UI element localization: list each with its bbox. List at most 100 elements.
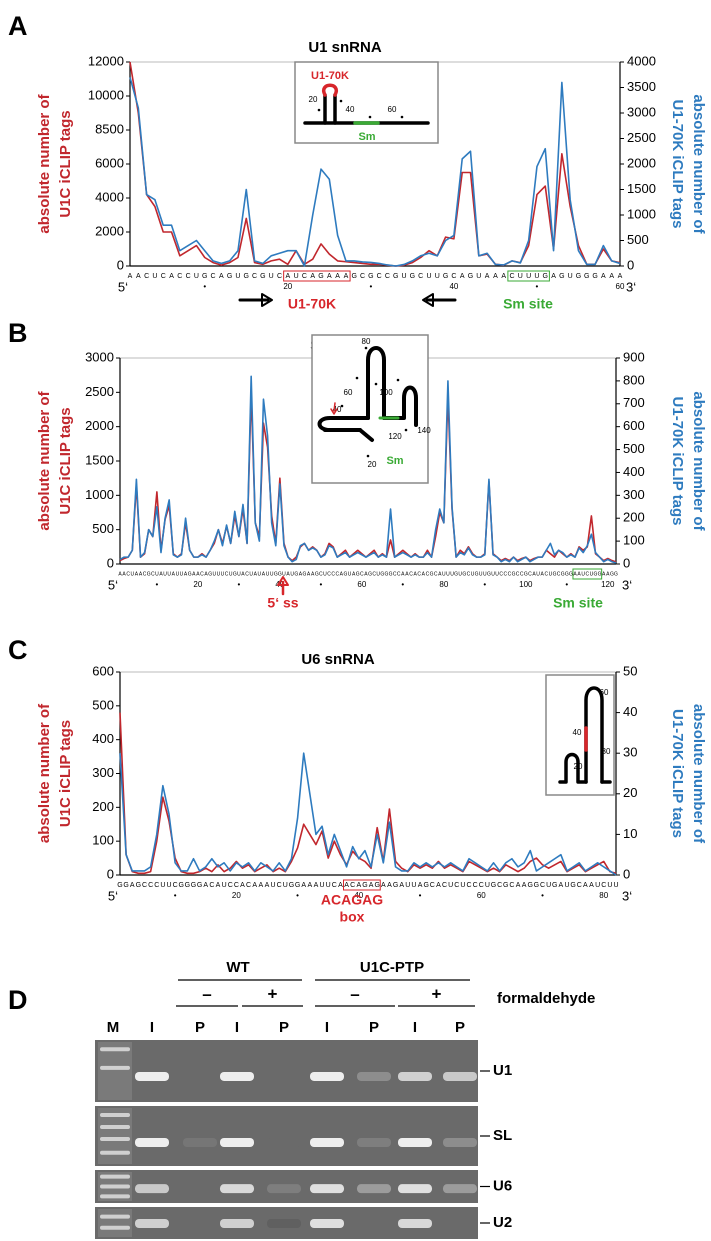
nucleotide: G	[475, 571, 479, 577]
y-tick-label: 500	[92, 521, 114, 536]
y-axis-title: absolute number of	[36, 93, 53, 233]
nucleotide: A	[311, 571, 315, 577]
lane-label: P	[369, 1019, 379, 1036]
nucleotide: A	[307, 571, 311, 577]
y2-tick-label: 2000	[627, 155, 656, 170]
arrow	[330, 408, 338, 415]
inset-label: 40	[346, 105, 355, 114]
chart-title: U1 snRNA	[308, 39, 382, 56]
nucleotide: A	[422, 571, 426, 577]
nucleotide: U	[590, 571, 594, 577]
dot	[339, 99, 343, 103]
x-tick-label: 80	[599, 891, 608, 900]
y2-axis-title: U1-70K iCLIP tags	[669, 100, 686, 229]
nucleotide: A	[589, 882, 594, 889]
y2-tick-label: 800	[623, 372, 645, 387]
x-tick-label: 40	[354, 891, 363, 900]
nucleotide: G	[136, 882, 141, 889]
nucleotide: G	[202, 273, 207, 280]
nucleotide: C	[332, 882, 337, 889]
arrow	[333, 402, 336, 412]
three-prime: 3‘	[622, 888, 632, 903]
y-tick-label: 6000	[95, 155, 124, 170]
band	[220, 1071, 254, 1081]
y-axis-title: U1C iCLIP tags	[57, 720, 74, 827]
nucleotide: C	[360, 571, 364, 577]
nucleotide: C	[585, 571, 589, 577]
x-tick-label: •	[237, 580, 240, 589]
nucleotide: C	[479, 882, 484, 889]
nucleotide: U	[549, 571, 553, 577]
structure	[322, 83, 338, 97]
inset-label: 60	[388, 105, 397, 114]
y-tick-label: 200	[92, 799, 114, 814]
band	[135, 1138, 169, 1147]
nucleotide: A	[139, 571, 143, 577]
y2-tick-label: 4000	[627, 53, 656, 68]
nucleotide: C	[467, 571, 471, 577]
nucleotide: C	[277, 273, 282, 280]
inset-label: 20	[368, 460, 377, 469]
nucleotide: C	[426, 571, 430, 577]
series-line	[129, 61, 621, 267]
nucleotide: A	[299, 571, 303, 577]
y2-tick-label: 3000	[627, 104, 656, 119]
chart-title: U6 snRNA	[301, 651, 375, 668]
nucleotide: G	[179, 882, 184, 889]
nucleotide: C	[302, 273, 307, 280]
nucleotide: G	[274, 571, 278, 577]
x-tick-label: •	[203, 282, 206, 291]
nucleotide: G	[454, 571, 458, 577]
nucleotide: G	[227, 273, 232, 280]
series-line	[119, 752, 617, 876]
nucleotide: G	[534, 882, 539, 889]
nucleotide: A	[327, 273, 332, 280]
nucleotide: U	[426, 273, 431, 280]
group-label: WT	[226, 959, 249, 976]
nucleotide: C	[409, 571, 413, 577]
nucleotide: G	[553, 571, 557, 577]
nucleotide: U	[479, 571, 483, 577]
nucleotide: C	[418, 273, 423, 280]
nucleotide: A	[340, 571, 344, 577]
nucleotide: G	[191, 882, 196, 889]
nucleotide: C	[335, 571, 339, 577]
y-tick-label: 2000	[85, 418, 114, 433]
y-tick-label: 0	[107, 866, 114, 881]
nucleotide: C	[360, 273, 365, 280]
inset-label: 60	[344, 388, 353, 397]
band	[443, 1071, 477, 1081]
nucleotide: A	[310, 273, 315, 280]
nucleotide: U	[283, 882, 288, 889]
nucleotide: G	[569, 571, 573, 577]
x-tick-label: 60	[616, 282, 625, 291]
nucleotide: U	[564, 882, 569, 889]
nucleotide: C	[225, 571, 229, 577]
group-label: U1C-PTP	[360, 959, 424, 976]
band	[310, 1071, 344, 1081]
nucleotide: C	[151, 571, 155, 577]
y-tick-label: 400	[92, 731, 114, 746]
nucleotide: C	[252, 273, 257, 280]
nucleotide: C	[142, 882, 147, 889]
structure	[382, 385, 418, 427]
dot	[355, 376, 359, 380]
nucleotide: A	[573, 571, 577, 577]
nucleotide: G	[430, 571, 434, 577]
band	[443, 1184, 477, 1194]
three-prime: 3‘	[626, 279, 636, 294]
nucleotide: A	[265, 882, 270, 889]
nucleotide: G	[188, 571, 192, 577]
nucleotide: C	[234, 882, 239, 889]
nucleotide: U	[485, 882, 490, 889]
nucleotide: U	[534, 273, 539, 280]
inset-label: 80	[362, 337, 371, 346]
band	[267, 1138, 301, 1147]
nucleotide: U	[271, 882, 276, 889]
y2-axis-title: absolute number of	[690, 704, 707, 844]
y2-tick-label: 20	[623, 785, 637, 800]
nucleotide: A	[338, 882, 343, 889]
nucleotide: A	[122, 571, 126, 577]
nucleotide: G	[552, 882, 557, 889]
treatment-label: formaldehyde	[497, 990, 595, 1007]
